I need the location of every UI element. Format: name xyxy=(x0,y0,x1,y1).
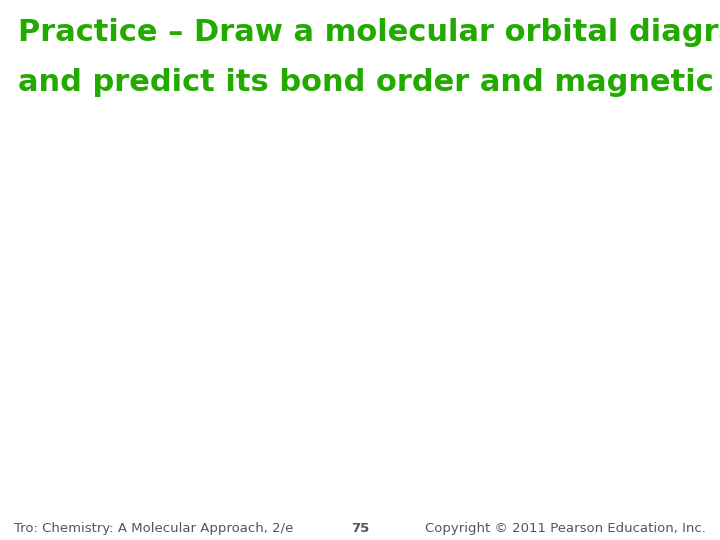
Text: 75: 75 xyxy=(351,522,369,535)
Text: Practice – Draw a molecular orbital diagram of C: Practice – Draw a molecular orbital diag… xyxy=(18,18,720,47)
Text: Copyright © 2011 Pearson Education, Inc.: Copyright © 2011 Pearson Education, Inc. xyxy=(425,522,706,535)
Text: and predict its bond order and magnetic properties: and predict its bond order and magnetic … xyxy=(18,68,720,97)
Text: Tro: Chemistry: A Molecular Approach, 2/e: Tro: Chemistry: A Molecular Approach, 2/… xyxy=(14,522,293,535)
